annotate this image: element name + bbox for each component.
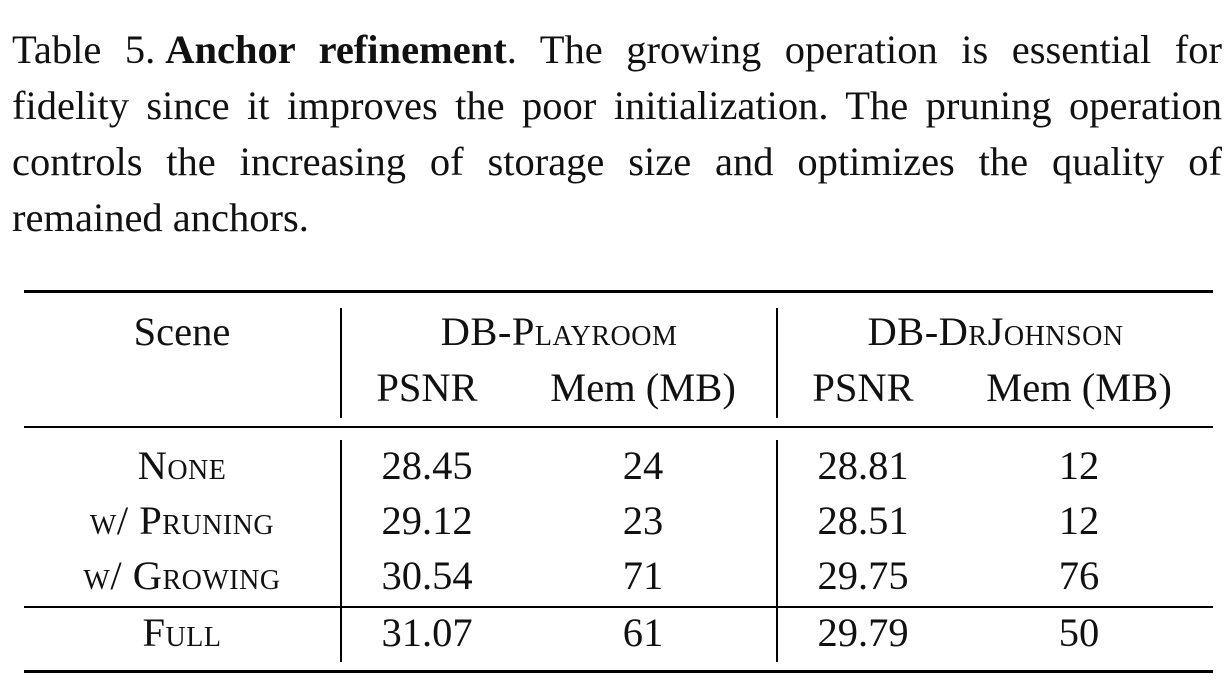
column-header-mem: Mem (MB) [986,365,1172,410]
caption-title: Anchor refinement [165,27,507,72]
full-row-rule [24,606,1213,608]
table-cell: 29.79 [817,610,909,655]
table-cell: 23 [622,498,664,543]
scene-header: Scene [133,309,231,354]
table-cell: 29.75 [817,553,909,598]
header-divider-left [340,308,342,418]
column-header-psnr: PSNR [376,365,478,410]
table-cell: 31.07 [381,610,473,655]
table-cell: 24 [622,443,664,488]
table-cell: 61 [622,610,664,655]
table-cell: 28.45 [381,443,473,488]
body-divider-left [340,440,342,662]
table-cell: 30.54 [381,553,473,598]
caption-text: The growing operation is essential for f… [12,27,1222,240]
table-label: Table 5. [12,27,156,72]
row-label: Full [142,610,222,655]
header-divider-right [776,308,778,418]
table-cell: 76 [1058,553,1100,598]
table-cell: 71 [622,553,664,598]
table-cell: 29.12 [381,498,473,543]
table-cell: 50 [1058,610,1100,655]
table-cell: 28.51 [817,498,909,543]
table-cell: 28.81 [817,443,909,488]
row-label: w/ Pruning [89,498,275,543]
table-cell: 12 [1058,498,1100,543]
bottom-rule [24,670,1213,673]
table-caption: Table 5. Anchor refinement. The growing o… [12,22,1222,246]
group-header-playroom: DB-Playroom [440,309,678,354]
caption-title-suffix: . [506,27,517,72]
column-header-mem: Mem (MB) [550,365,736,410]
row-label: w/ Growing [83,553,281,598]
group-header-drjohnson: DB-DrJohnson [867,309,1124,354]
column-header-psnr: PSNR [812,365,914,410]
header-rule [24,426,1213,428]
body-divider-right [776,440,778,662]
top-rule [24,290,1213,293]
row-label: None [137,443,227,488]
table-cell: 12 [1058,443,1100,488]
